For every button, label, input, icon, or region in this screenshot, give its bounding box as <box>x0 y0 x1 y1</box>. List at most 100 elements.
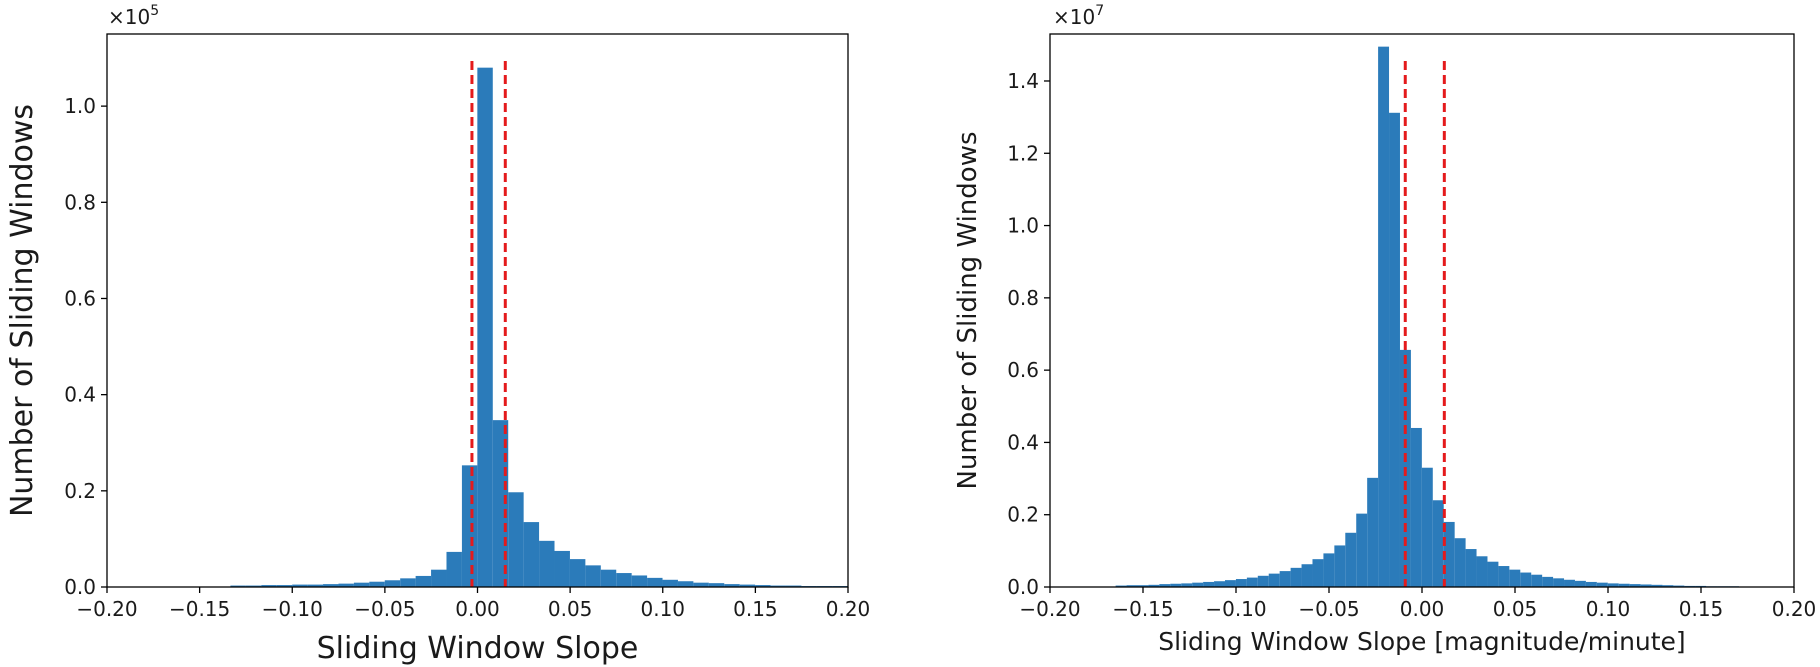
histogram-bar <box>1498 566 1510 587</box>
y-tick-label: 0.8 <box>1007 286 1039 310</box>
histogram-bar <box>1465 549 1477 587</box>
histogram-bar <box>1290 567 1302 587</box>
y-tick-label: 1.4 <box>1007 69 1039 93</box>
x-tick-label: −0.05 <box>354 597 415 621</box>
histogram-bar <box>1257 575 1269 587</box>
x-axis-label: Sliding Window Slope [magnitude/minute] <box>1158 627 1685 656</box>
histogram-bar <box>585 565 601 587</box>
histogram-bar <box>431 569 447 587</box>
histogram-bar <box>245 585 262 587</box>
histogram-bar <box>261 585 277 587</box>
histogram-bar <box>1235 579 1247 587</box>
histogram-bar <box>647 577 663 587</box>
x-tick-label: 0.20 <box>1772 597 1817 621</box>
histogram-bar <box>1345 532 1357 587</box>
histogram-bars <box>1115 46 1794 588</box>
histogram-bar <box>1378 46 1390 587</box>
y-tick-label: 0.4 <box>64 383 96 407</box>
right-histogram-panel: −0.20 −0.15 −0.10 −0.05 0.00 0.05 0.10 0.15 0.20… <box>953 3 1816 656</box>
histogram-bar <box>1662 585 1674 587</box>
histogram-bar <box>1246 577 1258 587</box>
histogram-bar <box>1421 467 1433 587</box>
histogram-bar <box>307 584 324 587</box>
y-tick-label: 1.2 <box>1007 141 1039 165</box>
histogram-bar <box>1531 574 1543 587</box>
y-tick-label: 0.6 <box>64 286 96 310</box>
histogram-bar <box>1596 582 1608 587</box>
histogram-bar <box>631 575 648 587</box>
x-tick-label: −0.20 <box>76 597 137 621</box>
y-tick-label: 0.6 <box>1007 358 1039 382</box>
histogram-bar <box>1181 583 1193 587</box>
x-tick-label: 0.00 <box>455 597 500 621</box>
x-tick-label: 0.20 <box>826 597 871 621</box>
x-tick-label: −0.15 <box>169 597 230 621</box>
histogram-bar <box>1607 583 1619 587</box>
histogram-bar <box>662 579 678 587</box>
histogram-bar <box>1542 576 1554 587</box>
histogram-bar <box>1443 521 1455 587</box>
histogram-bar <box>1312 559 1324 587</box>
histogram-bar <box>1553 578 1565 587</box>
histogram-bar <box>616 573 632 587</box>
x-tick-label: 0.10 <box>640 597 685 621</box>
x-tick-label: 0.05 <box>548 597 593 621</box>
histogram-bar <box>384 580 401 587</box>
x-tick-label: −0.05 <box>1298 597 1359 621</box>
histogram-bar <box>1192 582 1204 587</box>
histogram-bar <box>677 581 694 587</box>
y-tick-label: 0.8 <box>64 190 96 214</box>
y-axis-multiplier: ×105 <box>108 3 159 29</box>
histogram-bar <box>400 578 416 587</box>
histogram-bar <box>461 465 478 587</box>
histogram-bar <box>292 584 308 587</box>
histogram-bar <box>1454 538 1466 587</box>
histogram-bar <box>724 584 740 587</box>
x-tick-label: 0.00 <box>1400 597 1445 621</box>
multiplier-base: ×10 <box>108 5 150 29</box>
histogram-bar <box>353 582 370 587</box>
histogram-bar <box>1432 500 1444 587</box>
histogram-bar <box>508 492 524 587</box>
histogram-bar <box>1487 561 1499 587</box>
histogram-bar <box>1629 584 1641 587</box>
histogram-bar <box>1574 580 1586 587</box>
y-tick-label: 0.2 <box>64 479 96 503</box>
x-axis-label: Sliding Window Slope <box>317 631 639 666</box>
histogram-bar <box>1640 584 1652 587</box>
histogram-bar <box>1509 569 1521 587</box>
histogram-bar <box>1585 581 1597 587</box>
x-tick-label: 0.15 <box>1679 597 1724 621</box>
histogram-bar <box>1651 584 1663 587</box>
x-tick-label: −0.10 <box>1205 597 1266 621</box>
histogram-bar <box>1618 583 1630 587</box>
histogram-bar <box>323 584 339 587</box>
histogram-bar <box>415 575 432 587</box>
histogram-bar <box>1159 584 1171 587</box>
histogram-bar <box>523 522 540 587</box>
histogram-bar <box>1520 572 1532 587</box>
histogram-bar <box>1148 584 1160 587</box>
x-tick-label: 0.10 <box>1586 597 1631 621</box>
histogram-bar <box>1301 564 1313 587</box>
histogram-bar <box>338 583 354 587</box>
left-histogram-panel: −0.20 −0.15 −0.10 −0.05 0.00 0.05 0.10 0.15 0.20… <box>5 3 870 666</box>
y-tick-label: 0.0 <box>1007 575 1039 599</box>
x-tick-label: −0.20 <box>1019 597 1080 621</box>
histogram-bar <box>1203 581 1215 587</box>
y-axis-label: Number of Sliding Windows <box>953 131 983 489</box>
multiplier-exponent: 5 <box>150 3 159 19</box>
histogram-bar <box>446 551 462 587</box>
histogram-bar <box>369 581 385 587</box>
y-axis-label: Number of Sliding Windows <box>5 104 40 517</box>
y-tick-label: 0.2 <box>1007 503 1039 527</box>
x-tick-label: −0.10 <box>262 597 323 621</box>
histogram-bar <box>1367 477 1379 587</box>
histogram-bar <box>739 584 756 587</box>
multiplier-base: ×10 <box>1053 5 1095 29</box>
y-tick-label: 0.0 <box>64 575 96 599</box>
histogram-bar <box>477 67 493 587</box>
histogram-bar <box>755 585 771 587</box>
y-tick-label: 0.4 <box>1007 430 1039 454</box>
